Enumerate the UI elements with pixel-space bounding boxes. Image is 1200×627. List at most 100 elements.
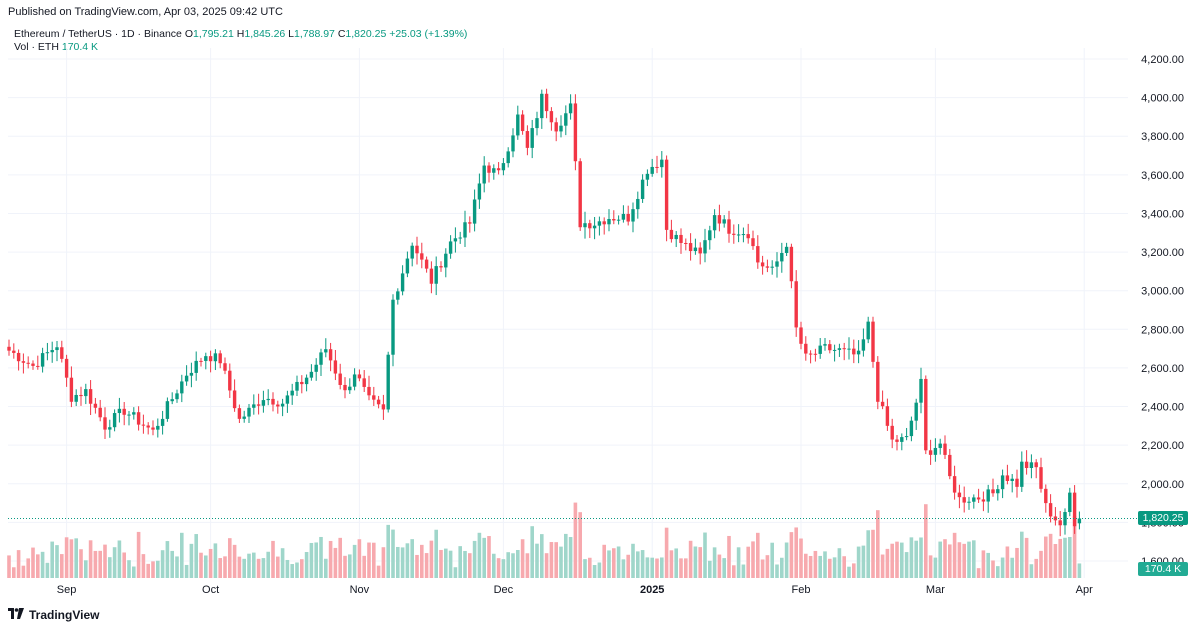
volume-bar: [304, 552, 309, 578]
candle-body: [559, 125, 563, 132]
volume-bar: [160, 550, 165, 578]
candle-body: [338, 373, 342, 385]
volume-bar: [789, 532, 794, 578]
candle-body: [300, 381, 304, 385]
volume-bar: [285, 559, 290, 578]
candle-body: [717, 215, 722, 224]
candle-body: [948, 454, 952, 477]
volume-bar: [218, 558, 222, 578]
volume-bar: [472, 540, 477, 578]
candle-body: [861, 339, 866, 351]
volume-bar: [996, 566, 1000, 578]
candle-body: [799, 327, 803, 344]
volume-bar: [919, 537, 923, 578]
candle-body: [640, 179, 645, 199]
candle-body: [228, 370, 232, 391]
volume-bar: [117, 540, 122, 578]
candle-body: [266, 398, 270, 401]
volume-bar: [520, 539, 525, 578]
candle-body: [688, 243, 693, 252]
candle-body: [775, 261, 779, 267]
candle-body: [765, 266, 770, 268]
candle-body: [290, 390, 294, 396]
volume-bar: [573, 502, 578, 578]
high-label: H: [236, 28, 245, 40]
candle-body: [996, 489, 1000, 494]
low-value: 1,788.97: [294, 28, 335, 40]
candle-body: [1029, 462, 1034, 469]
volume-bar: [290, 564, 294, 578]
volume-bar: [914, 540, 918, 578]
volume-bar: [540, 534, 544, 578]
candle-body: [952, 476, 957, 493]
candle-body: [511, 135, 515, 152]
volume-bar: [717, 554, 722, 578]
candle-body: [69, 377, 74, 402]
volume-bar: [597, 562, 602, 578]
candle-body: [756, 246, 760, 263]
y-tick-label: 3,000.00: [1141, 286, 1184, 298]
volume-legend: Vol · ETH 170.4 K: [14, 41, 98, 53]
volume-bar: [376, 565, 381, 578]
volume-bar: [564, 533, 568, 578]
y-tick-label: 4,200.00: [1141, 54, 1184, 66]
volume-bar: [511, 553, 515, 578]
volume-bar: [266, 551, 270, 578]
volume-bar: [300, 559, 304, 578]
candle-body: [60, 347, 64, 359]
volume-bar: [669, 550, 674, 578]
candle-body: [348, 386, 352, 391]
volume-bar: [415, 554, 419, 578]
volume-bar: [261, 558, 266, 578]
candle-body: [751, 238, 755, 247]
volume-bar: [1053, 544, 1058, 578]
volume-bar: [900, 542, 904, 578]
candle-body: [928, 450, 933, 455]
volume-bar: [1063, 537, 1067, 578]
candle-body: [616, 219, 621, 221]
volume-bar: [496, 558, 501, 578]
close-label: C: [337, 28, 346, 40]
volume-bar: [175, 556, 179, 578]
candle-body: [621, 213, 626, 220]
candle-body: [976, 497, 981, 500]
volume-bar: [895, 541, 899, 578]
candle-body: [218, 353, 222, 364]
candle-body: [1015, 478, 1019, 487]
volume-bar: [924, 504, 928, 578]
candle-body: [520, 114, 525, 132]
candle-body: [1058, 520, 1062, 526]
candle-body: [703, 240, 707, 254]
candle-body: [55, 347, 59, 351]
volume-bar: [468, 553, 472, 578]
candle-body: [770, 266, 774, 268]
volume-bar: [103, 544, 107, 578]
symbol-legend: Ethereum / TetherUS · 1D · Binance O1,79…: [14, 28, 467, 40]
candle-body: [597, 221, 602, 226]
volume-bar: [525, 553, 530, 578]
candle-body: [650, 166, 654, 174]
candle-body: [962, 497, 966, 503]
candle-body: [232, 390, 237, 409]
candle-body: [213, 353, 218, 362]
volume-bar: [256, 558, 261, 578]
candle-body: [132, 412, 136, 415]
candle-body: [1077, 518, 1082, 524]
volume-bar: [69, 539, 74, 578]
x-tick-label: Dec: [494, 584, 514, 596]
candle-body: [165, 401, 170, 419]
candle-body: [256, 404, 261, 406]
volume-bar: [453, 567, 458, 578]
volume-bar: [640, 550, 645, 578]
open-label: O: [184, 28, 193, 40]
candle-body: [156, 425, 160, 430]
volume-bar: [938, 541, 942, 578]
candle-body: [324, 349, 328, 353]
volume-bar: [986, 552, 990, 578]
candle-body: [540, 93, 544, 119]
candle-body: [1048, 503, 1053, 517]
volume-bar: [880, 554, 885, 578]
volume-bar: [698, 547, 702, 578]
volume-bar: [170, 550, 174, 578]
